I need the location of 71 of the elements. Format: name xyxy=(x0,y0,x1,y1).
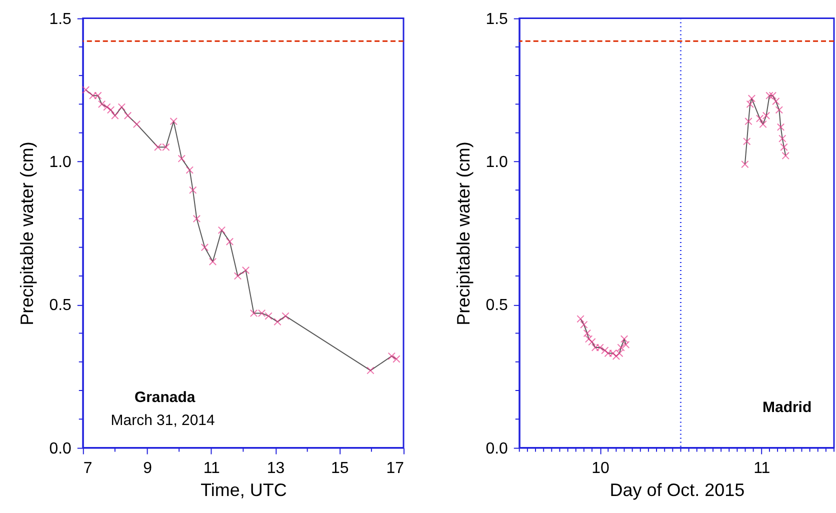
point xyxy=(124,112,132,120)
point xyxy=(746,100,754,108)
point xyxy=(106,106,115,114)
point xyxy=(782,152,790,160)
y-axis-title: Precipitable water (cm) xyxy=(454,142,474,326)
point xyxy=(170,118,178,126)
point xyxy=(118,103,126,111)
point xyxy=(178,154,186,162)
point xyxy=(186,166,194,174)
annotation: Granada xyxy=(134,388,196,406)
y-axis-title: Precipitable water (cm) xyxy=(17,142,38,326)
point xyxy=(780,143,788,151)
annotation: March 31, 2014 xyxy=(110,412,215,429)
point xyxy=(274,318,282,326)
point xyxy=(388,352,396,360)
y-tick-label: 1.0 xyxy=(486,154,508,171)
point xyxy=(580,320,588,328)
y-tick-label: 1.5 xyxy=(486,10,508,28)
point xyxy=(748,94,756,102)
y-tick-label: 0.0 xyxy=(486,440,508,458)
point xyxy=(218,226,226,234)
point xyxy=(82,86,90,94)
point xyxy=(189,186,197,194)
x-axis-title: Time, UTC xyxy=(200,480,287,500)
point xyxy=(741,160,749,168)
point xyxy=(622,340,630,349)
point xyxy=(588,338,596,346)
point xyxy=(226,238,234,246)
point xyxy=(766,92,774,100)
point xyxy=(366,366,374,374)
y-tick-label: 0.5 xyxy=(49,297,72,314)
point xyxy=(208,258,217,266)
point xyxy=(584,335,593,343)
point xyxy=(601,346,609,354)
point xyxy=(617,344,625,352)
point xyxy=(612,352,620,360)
x-tick-label: 17 xyxy=(386,460,404,478)
point xyxy=(775,106,783,114)
point xyxy=(392,355,400,363)
point xyxy=(132,120,141,128)
x-axis-title: Day of Oct. 2015 xyxy=(610,480,745,500)
x-tick-label: 13 xyxy=(266,460,285,478)
point xyxy=(743,138,751,146)
point xyxy=(759,120,767,128)
point xyxy=(768,92,777,100)
x-tick-label: 9 xyxy=(143,460,152,478)
point xyxy=(776,123,785,131)
point xyxy=(576,315,584,323)
annotation: Madrid xyxy=(762,398,812,416)
point xyxy=(200,243,209,252)
point xyxy=(620,335,628,343)
point xyxy=(192,214,201,223)
point xyxy=(98,100,106,108)
point xyxy=(242,266,250,274)
x-tick-label: 10 xyxy=(592,460,610,478)
x-tick-label: 11 xyxy=(203,460,220,478)
x-tick-label: 15 xyxy=(331,460,349,478)
point xyxy=(103,103,111,111)
y-tick-label: 0.5 xyxy=(486,297,508,314)
point xyxy=(583,329,591,338)
point xyxy=(772,97,780,106)
point xyxy=(778,134,786,142)
x-tick-label: 7 xyxy=(83,460,92,478)
y-tick-label: 1.0 xyxy=(49,154,72,171)
point xyxy=(111,112,119,120)
point xyxy=(234,272,242,280)
x-tick-label: 11 xyxy=(754,460,770,478)
y-tick-label: 0.0 xyxy=(49,440,72,458)
point xyxy=(282,312,290,320)
point xyxy=(744,118,752,126)
y-tick-label: 1.5 xyxy=(49,10,72,28)
